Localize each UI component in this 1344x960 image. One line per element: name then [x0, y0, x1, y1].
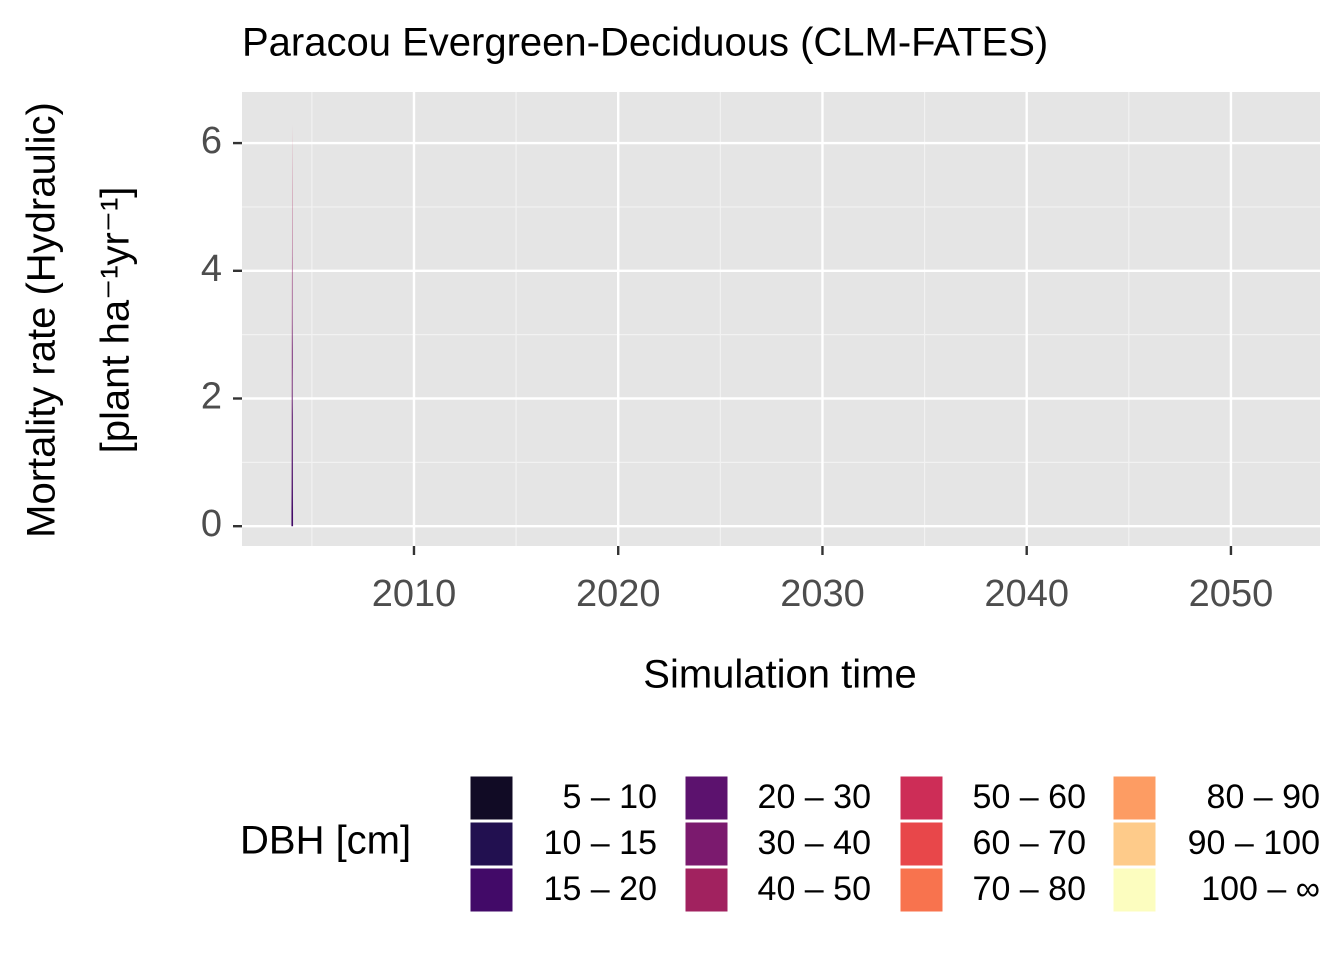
x-tick-label: 2040 [984, 573, 1069, 615]
y-axis-title: [plant ha⁻¹yr⁻¹] [94, 187, 138, 454]
y-tick-label: 0 [201, 503, 222, 545]
legend-label: 80 – 90 [1207, 778, 1320, 816]
legend-key [1112, 821, 1157, 867]
legend-key [1112, 775, 1157, 821]
x-tick-label: 2010 [372, 573, 457, 615]
legend-title: DBH [cm] [240, 819, 411, 863]
legend-key [899, 867, 944, 913]
plot-background [242, 92, 1320, 546]
legend-key [1112, 867, 1157, 913]
legend-label: 15 – 20 [544, 870, 657, 908]
x-tick-label: 2050 [1189, 573, 1274, 615]
x-tick-label: 2020 [576, 573, 661, 615]
chart-title: Paracou Evergreen-Deciduous (CLM-FATES) [242, 21, 1048, 65]
legend-label: 70 – 80 [973, 870, 1086, 908]
legend-label: 20 – 30 [758, 778, 871, 816]
legend-label: 100 – ∞ [1201, 870, 1320, 908]
legend-key [684, 867, 729, 913]
legend-key [469, 821, 514, 867]
legend-key [899, 775, 944, 821]
legend-label: 10 – 15 [544, 824, 657, 862]
legend-label: 60 – 70 [973, 824, 1086, 862]
legend-key [899, 821, 944, 867]
x-axis-title: Simulation time [643, 653, 916, 697]
y-tick-label: 6 [201, 120, 222, 162]
legend-key [469, 775, 514, 821]
legend-label: 5 – 10 [562, 778, 657, 816]
legend-label: 90 – 100 [1188, 824, 1320, 862]
legend-label: 40 – 50 [758, 870, 871, 908]
legend-key [684, 775, 729, 821]
legend-label: 30 – 40 [758, 824, 871, 862]
y-tick-label: 4 [201, 248, 222, 290]
legend-key [684, 821, 729, 867]
y-axis-title: Mortality rate (Hydraulic) [20, 102, 64, 538]
legend-label: 50 – 60 [973, 778, 1086, 816]
legend-key [469, 867, 514, 913]
y-tick-label: 2 [201, 376, 222, 418]
x-tick-label: 2030 [780, 573, 865, 615]
